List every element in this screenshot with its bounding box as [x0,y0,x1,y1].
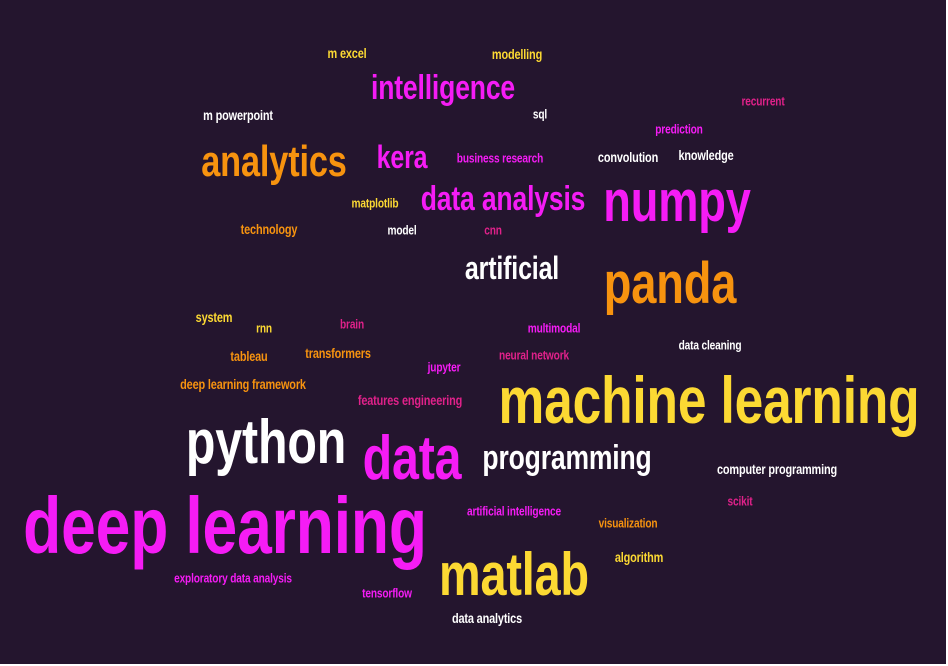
word: rnn [256,320,272,336]
word: data analysis [420,180,586,218]
word: numpy [603,169,751,234]
word: m powerpoint [203,107,273,123]
word: data analytics [451,610,523,626]
word: artificial [464,250,560,286]
word: artificial intelligence [467,503,561,519]
word: m excel [327,45,367,61]
word: deep learning framework [180,376,306,392]
word: visualization [598,515,658,531]
word: matplotlib [351,195,399,211]
word: prediction [655,121,703,137]
word: convolution [597,149,659,165]
word: deep learning [23,481,427,570]
word: business research [456,150,544,166]
word: cnn [484,222,502,238]
word: data [362,424,462,493]
word: computer programming [716,461,838,477]
word: intelligence [370,69,516,107]
word: tableau [230,348,268,364]
word: kera [376,139,428,175]
word: analytics [201,137,347,186]
word: brain [339,316,365,332]
word: recurrent [741,93,785,109]
word: tensorflow [362,585,412,601]
word: jupyter [427,359,461,375]
word: programming [482,439,652,477]
word: data cleaning [678,337,742,353]
word: machine learning [498,363,920,437]
word: scikit [727,493,753,509]
word: model [387,222,417,238]
word: matlab [439,541,589,608]
word: algorithm [614,549,664,565]
word: knowledge [678,147,734,163]
word: exploratory data analysis [174,570,292,586]
word: system [195,309,233,325]
word: panda [603,251,737,316]
word: python [185,408,347,477]
word: technology [240,221,298,237]
word: transformers [305,345,371,361]
word: features engineering [357,392,463,408]
word: sql [532,106,548,122]
word: neural network [499,347,569,363]
word: multimodal [527,320,581,336]
word: modelling [491,46,543,62]
